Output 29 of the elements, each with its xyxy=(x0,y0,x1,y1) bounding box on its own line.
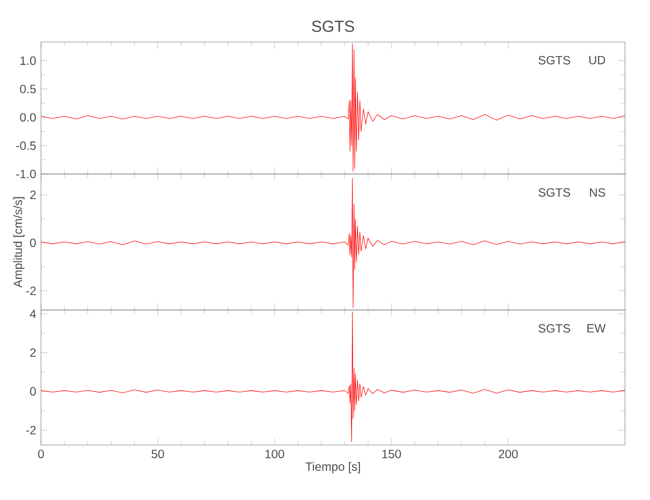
x-tick-label: 0 xyxy=(38,450,44,458)
line-series xyxy=(40,312,626,442)
x-tick-label: 150 xyxy=(382,450,401,458)
x-tick-label: 200 xyxy=(498,450,518,458)
y-tick-label: 4 xyxy=(30,310,36,318)
y-tick-label: 0 xyxy=(30,238,36,248)
y-tick-label: -0.5 xyxy=(16,141,36,150)
line-series xyxy=(40,43,626,172)
y-tick-label: 0.0 xyxy=(20,113,36,122)
annotation: SGTS xyxy=(538,324,570,333)
annotation: NS xyxy=(590,188,606,197)
x-tick-label: 50 xyxy=(152,450,164,458)
y-tick-label: 2 xyxy=(30,348,36,357)
line-series xyxy=(40,178,626,308)
chart-title: SGTS xyxy=(312,20,354,32)
y-tick-label: 0.5 xyxy=(20,84,36,94)
y-tick-label: 1.0 xyxy=(20,56,36,65)
y-tick-label: -2 xyxy=(26,426,36,434)
y-tick-label: 2 xyxy=(30,190,36,200)
y-axis-title: Amplitud [cm/s/s] xyxy=(13,197,24,288)
annotation: SGTS xyxy=(538,188,570,197)
annotation: SGTS xyxy=(538,56,570,64)
y-tick-label: -1.0 xyxy=(16,170,36,178)
annotation: UD xyxy=(589,56,606,64)
x-tick-label: 100 xyxy=(266,450,284,458)
annotation: EW xyxy=(587,324,606,332)
y-tick-label: -2 xyxy=(26,286,36,295)
x-axis-title: Tiempo [s] xyxy=(305,462,360,474)
y-tick-label: 0 xyxy=(30,387,36,396)
